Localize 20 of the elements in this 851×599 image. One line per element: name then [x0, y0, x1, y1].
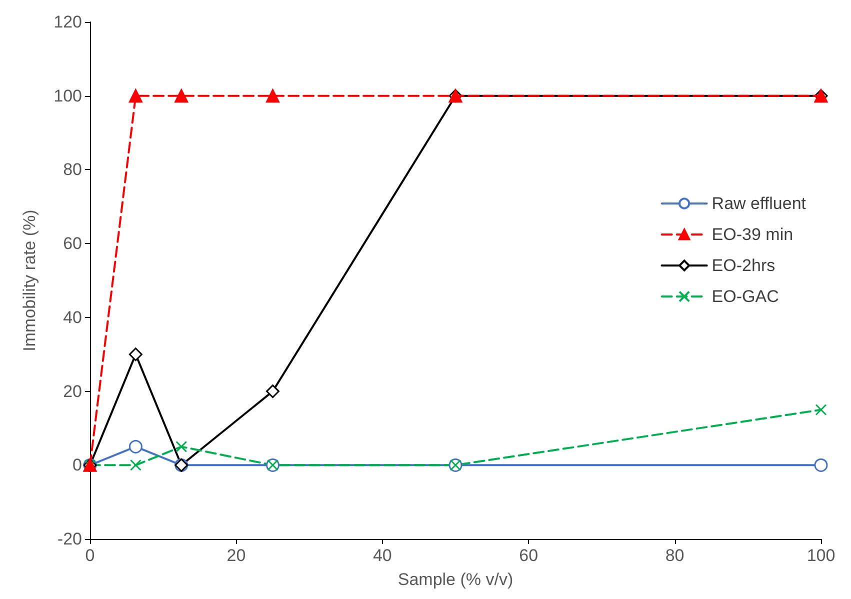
x-tick-label: 100: [806, 546, 836, 565]
legend-label: Raw effluent: [712, 194, 806, 213]
x-tick-label: 20: [226, 546, 246, 565]
y-tick-label: 80: [63, 160, 82, 180]
legend-label: EO-GAC: [712, 287, 779, 306]
legend-label: EO-39 min: [712, 225, 794, 244]
y-tick-label: -20: [57, 530, 82, 548]
y-tick-label: 20: [63, 382, 82, 401]
y-axis-title: Immobility rate (%): [20, 210, 39, 352]
y-tick-label: 0: [72, 456, 82, 475]
legend-label: EO-2hrs: [712, 256, 776, 275]
y-tick-label: 120: [54, 12, 82, 32]
x-tick-label: 80: [665, 546, 684, 565]
x-tick-label: 60: [519, 546, 538, 565]
y-tick-label: 60: [63, 234, 82, 254]
y-tick-label: 40: [63, 308, 82, 327]
x-axis-title: Sample (% v/v): [398, 570, 514, 589]
y-tick-label: 100: [54, 86, 82, 106]
x-tick-label: 40: [372, 546, 392, 565]
x-tick-label: 0: [85, 546, 95, 565]
